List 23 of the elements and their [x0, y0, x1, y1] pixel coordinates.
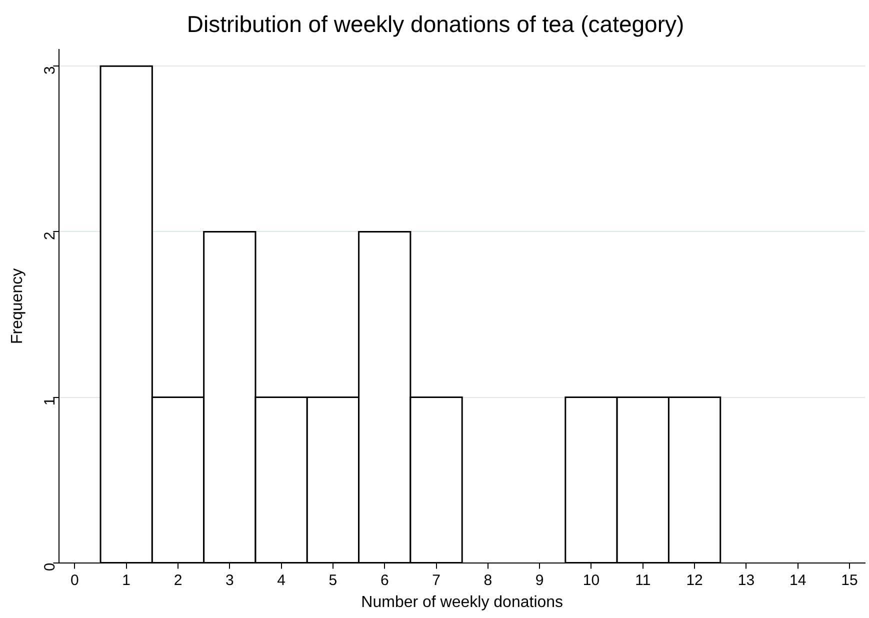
chart-title: Distribution of weekly donations of tea (category): [186, 11, 684, 38]
x-tick-label: 13: [738, 572, 755, 589]
x-tick-label: 3: [225, 572, 234, 589]
y-tick-label: 3: [41, 66, 58, 74]
x-tick-label: 1: [122, 572, 131, 589]
y-tick-label: 0: [41, 562, 58, 572]
y-tick-label: 2: [41, 232, 58, 240]
x-tick-label: 9: [535, 572, 544, 589]
x-tick-label: 14: [790, 572, 806, 589]
x-tick-label: 5: [328, 572, 338, 589]
x-tick-label: 12: [686, 572, 703, 589]
x-tick-label: 6: [380, 572, 389, 589]
x-tick-label: 0: [70, 572, 79, 589]
x-axis-title: Number of weekly donations: [361, 594, 564, 611]
x-tick-label: 8: [484, 572, 492, 589]
x-tick-label: 7: [432, 572, 440, 589]
y-axis-title: Frequency: [9, 268, 26, 344]
y-tick-label: 1: [41, 397, 58, 406]
x-tick-label: 15: [841, 572, 858, 589]
x-tick-label: 11: [635, 572, 651, 589]
x-tick-label: 10: [582, 572, 600, 589]
x-tick-label: 4: [277, 572, 286, 589]
x-tick-label: 2: [174, 572, 182, 589]
